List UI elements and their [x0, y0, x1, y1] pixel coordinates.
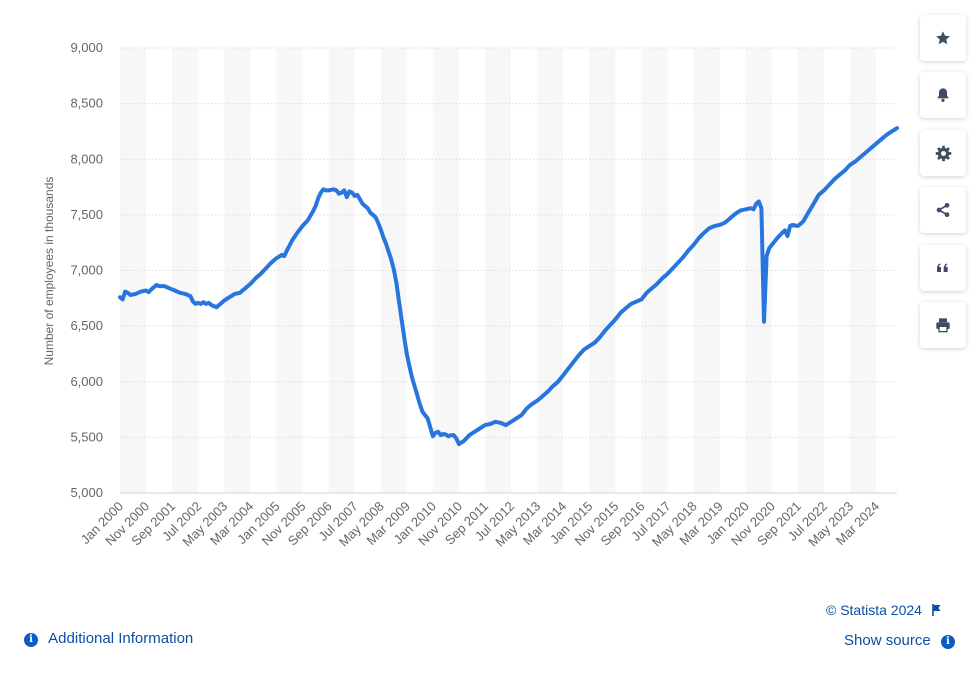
y-tick-label: 9,000: [70, 40, 103, 55]
additional-information-link[interactable]: i Additional Information: [24, 630, 193, 647]
quote-icon: [937, 263, 948, 272]
y-tick-label: 5,000: [70, 485, 103, 500]
info-icon: i: [24, 633, 38, 647]
print-icon: [936, 318, 950, 333]
info-icon: i: [940, 635, 955, 649]
series-line-employees: [118, 126, 899, 447]
copyright-link[interactable]: © Statista 2024: [826, 602, 942, 618]
y-tick-label: 8,500: [70, 96, 103, 111]
settings-button[interactable]: [920, 130, 966, 176]
y-tick-label: 6,500: [70, 318, 103, 333]
line-chart: 5,000 5,500 6,000 6,500 7,000 7,500 8,000 8,500…: [42, 40, 899, 550]
cite-button[interactable]: [920, 245, 966, 291]
bell-icon: [937, 88, 949, 102]
star-icon: [936, 31, 950, 45]
y-tick-label: 7,500: [70, 207, 103, 222]
y-tick-label: 6,000: [70, 374, 103, 389]
share-icon: [936, 203, 950, 217]
show-source-label: Show source: [844, 632, 931, 649]
copyright-text: © Statista 2024: [826, 602, 922, 618]
share-button[interactable]: [920, 187, 966, 233]
y-tick-label: 8,000: [70, 151, 103, 166]
notification-button[interactable]: [920, 72, 966, 118]
y-axis-ticks: 5,000 5,500 6,000 6,500 7,000 7,500 8,000 8,500…: [70, 40, 103, 500]
y-axis-label: Number of employees in thousands: [42, 177, 56, 366]
additional-information-label: Additional Information: [48, 630, 194, 647]
favorite-button[interactable]: [920, 15, 966, 61]
y-tick-label: 7,000: [70, 263, 103, 278]
show-source-link[interactable]: Show source i: [844, 632, 955, 649]
plot-band: [771, 48, 798, 493]
gear-icon: [935, 145, 951, 161]
flag-icon: [932, 604, 941, 616]
print-button[interactable]: [920, 302, 966, 348]
y-tick-label: 5,500: [70, 429, 103, 444]
